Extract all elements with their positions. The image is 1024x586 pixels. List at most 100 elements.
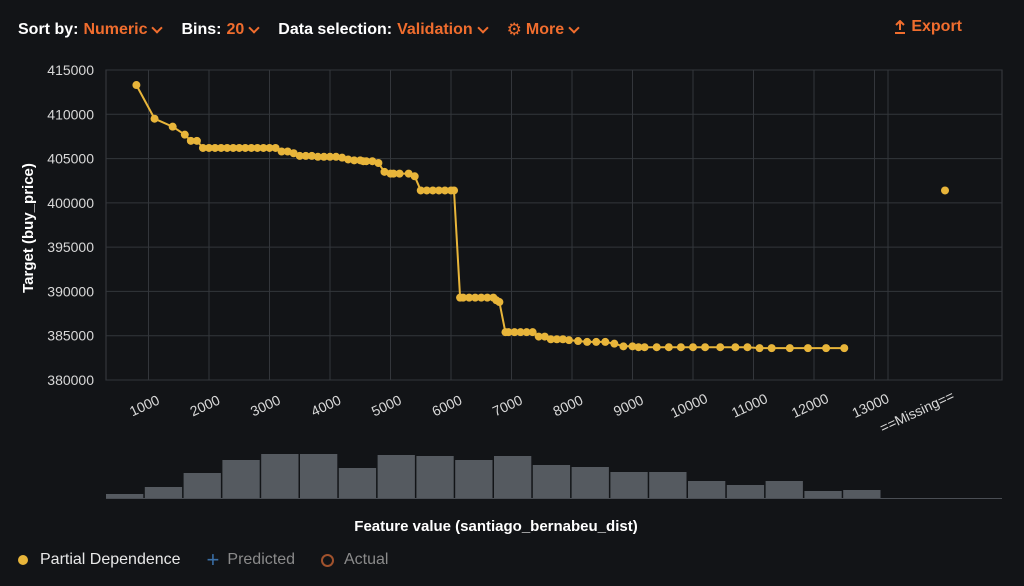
partial-dependence-point — [583, 337, 592, 346]
export-button[interactable]: Export — [894, 18, 962, 36]
partial-dependence-point — [235, 143, 244, 152]
x-tick-label: 9000 — [611, 392, 646, 420]
data-selection-value: Validation — [397, 21, 473, 38]
partial-dependence-point — [652, 343, 661, 352]
x-tick-label: 12000 — [789, 390, 831, 421]
x-tick-label: 3000 — [248, 392, 283, 420]
partial-dependence-point — [410, 172, 419, 181]
partial-dependence-point — [510, 328, 519, 337]
ring-icon — [321, 553, 334, 567]
histogram-bar — [106, 494, 144, 498]
upload-icon — [895, 20, 906, 34]
partial-dependence-point — [450, 186, 459, 195]
histogram-bar — [843, 490, 881, 498]
partial-dependence-point — [495, 298, 504, 307]
y-tick-label: 405000 — [47, 151, 94, 167]
x-tick-label: 2000 — [187, 392, 222, 420]
partial-dependence-point — [374, 159, 383, 167]
legend-actual[interactable]: Actual — [321, 551, 388, 569]
data-selection-dropdown[interactable]: Data selection: Validation — [278, 21, 489, 39]
partial-dependence-point — [205, 143, 213, 152]
y-tick-label: 390000 — [47, 283, 94, 299]
partial-dependence-point — [422, 186, 431, 195]
partial-dependence-point — [301, 151, 310, 160]
partial-dependence-point — [546, 335, 555, 344]
histogram-bar — [494, 456, 532, 498]
sort-by-dropdown[interactable]: Sort by: Numeric — [18, 21, 164, 39]
bins-value: 20 — [226, 21, 245, 38]
partial-dependence-point — [247, 143, 256, 152]
partial-dependence-point — [186, 136, 195, 145]
bins-dropdown[interactable]: Bins: 20 — [181, 21, 260, 39]
histogram — [106, 454, 1002, 499]
partial-dependence-point — [822, 344, 831, 353]
partial-dependence-point — [440, 186, 449, 195]
sort-by-value: Numeric — [83, 21, 148, 38]
data-selection-label: Data selection: — [278, 21, 393, 38]
partial-dependence-point — [664, 343, 673, 352]
partial-dependence-point — [380, 167, 389, 176]
x-axis-label: Feature value (santiago_bernabeu_dist) — [354, 518, 637, 535]
partial-dependence-point — [332, 152, 341, 161]
partial-dependence-point — [344, 155, 353, 164]
y-tick-label: 410000 — [47, 106, 94, 122]
dot-icon — [18, 555, 28, 565]
x-tick-label: 7000 — [490, 392, 525, 420]
partial-dependence-point — [558, 335, 567, 344]
y-axis-label: Target (buy_price) — [20, 163, 37, 293]
histogram-bar — [610, 472, 648, 498]
x-tick-label: 10000 — [668, 390, 710, 421]
partial-dependence-point — [229, 143, 238, 152]
partial-dependence-point — [516, 328, 525, 337]
partial-dependence-point — [731, 343, 740, 352]
partial-dependence-point — [350, 156, 359, 165]
partial-dependence-point — [552, 335, 561, 344]
legend-partial-dependence[interactable]: Partial Dependence — [18, 551, 181, 569]
partial-dependence-line — [135, 84, 845, 350]
plot-frame — [105, 69, 1003, 381]
histogram-bar — [377, 455, 415, 498]
legend: Partial Dependence + Predicted Actual — [18, 547, 414, 572]
partial-dependence-point — [743, 343, 752, 352]
more-dropdown[interactable]: ⚙ More — [506, 20, 580, 40]
histogram-bar — [183, 473, 221, 498]
missing-point — [941, 186, 949, 195]
legend-predicted-label: Predicted — [227, 551, 295, 568]
grid — [105, 69, 1003, 381]
partial-dependence-point — [307, 151, 316, 160]
partial-dependence-point — [192, 136, 201, 145]
partial-dependence-point — [289, 149, 298, 158]
x-tick-label: 5000 — [369, 392, 404, 420]
missing-tick-label: ==Missing== — [877, 387, 956, 435]
partial-dependence-point — [564, 336, 573, 345]
y-tick-label: 385000 — [47, 328, 94, 344]
histogram-bar — [649, 472, 687, 498]
partial-dependence-point — [689, 343, 697, 352]
partial-dependence-point — [428, 186, 437, 195]
histogram-bar — [688, 481, 726, 498]
partial-dependence-points — [132, 81, 949, 353]
partial-dependence-point — [362, 157, 371, 166]
partial-dependence-point — [619, 342, 628, 351]
histogram-bar — [726, 485, 765, 498]
y-tick-label: 380000 — [47, 372, 94, 388]
partial-dependence-point — [319, 152, 328, 161]
partial-dependence-point — [395, 169, 404, 178]
export-label: Export — [911, 18, 962, 35]
partial-dependence-point — [610, 339, 619, 348]
partial-dependence-point — [313, 152, 322, 161]
partial-dependence-point — [389, 169, 398, 178]
y-tick-label: 400000 — [47, 195, 94, 211]
partial-dependence-point — [465, 293, 474, 302]
partial-dependence-point — [295, 151, 304, 160]
gear-icon: ⚙ — [506, 20, 522, 39]
plus-icon: + — [206, 547, 220, 572]
bins-label: Bins: — [181, 21, 222, 38]
partial-dependence-point — [253, 143, 262, 152]
partial-dependence-point — [271, 143, 280, 152]
histogram-bar — [300, 454, 338, 498]
legend-predicted[interactable]: + Predicted — [206, 547, 295, 572]
partial-dependence-point — [716, 343, 725, 352]
toolbar: Sort by: Numeric Bins: 20 Data selection… — [18, 18, 1004, 42]
